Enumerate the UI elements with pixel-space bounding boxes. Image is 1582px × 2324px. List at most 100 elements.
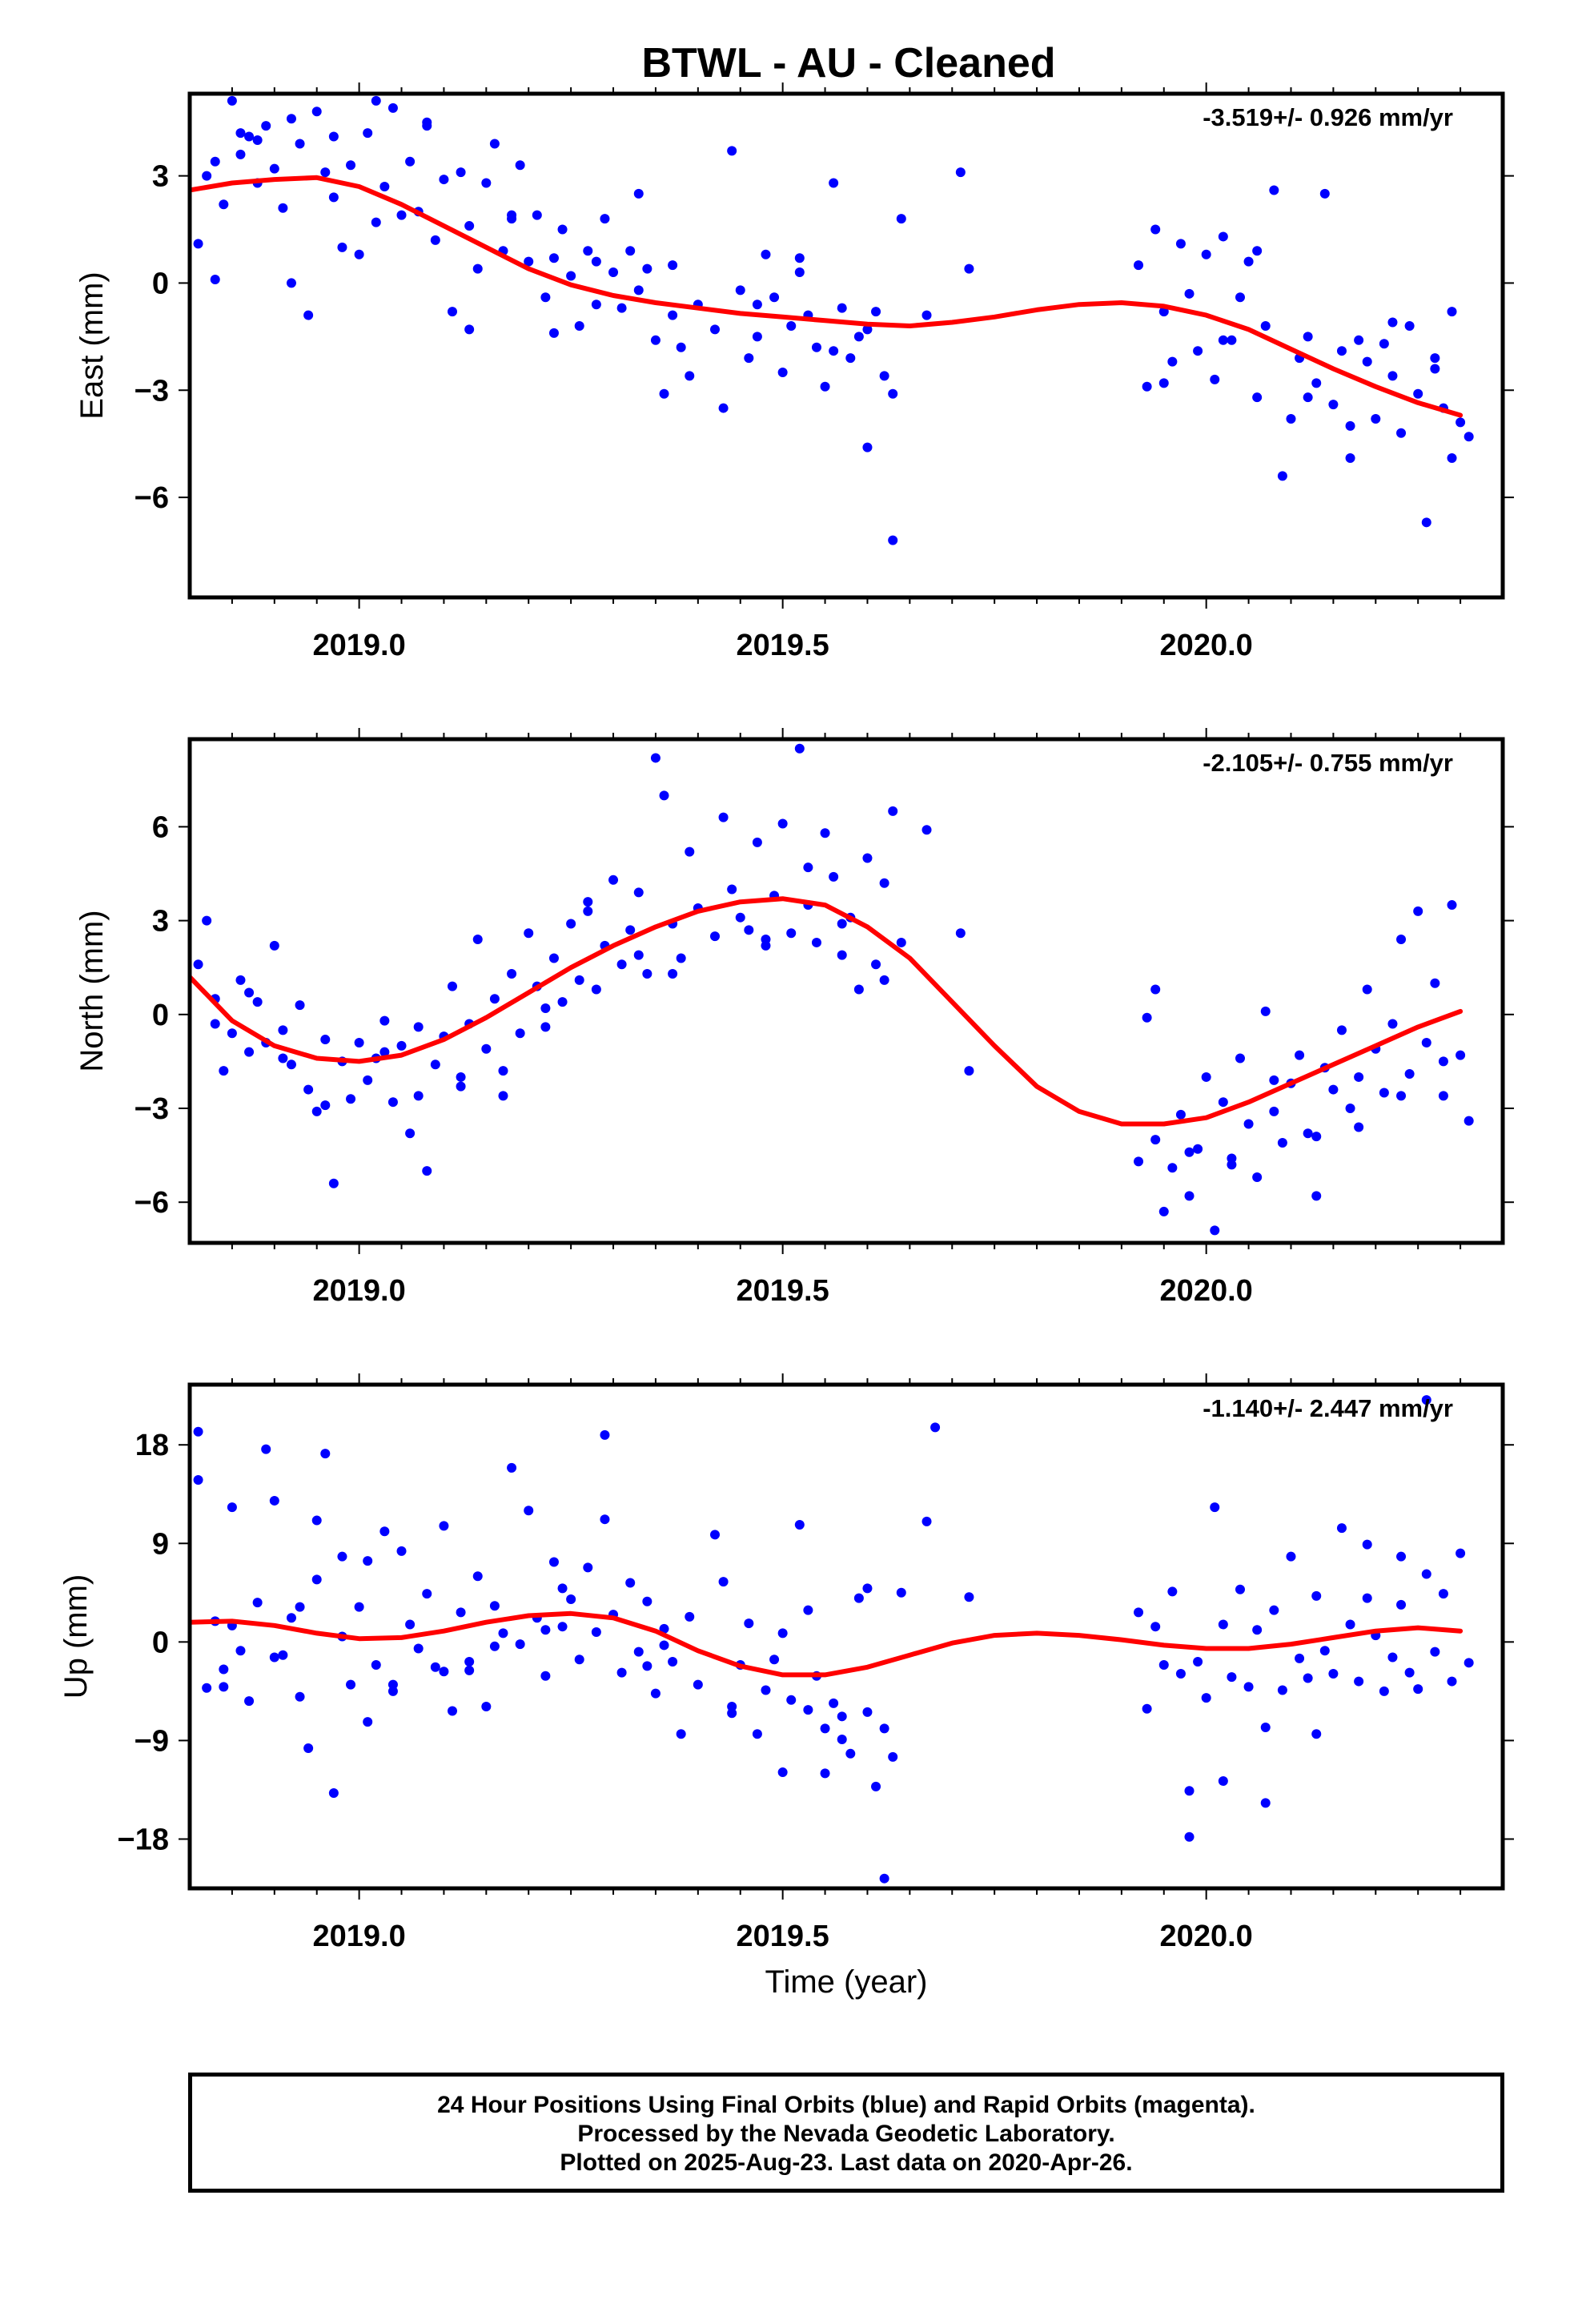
east-data-point [879,371,889,381]
up-data-point [472,1571,483,1582]
up-data-point [600,1514,610,1525]
north-data-point [1421,1037,1431,1047]
up-data-point [616,1667,627,1678]
north-data-point [269,940,279,951]
north-data-point [1354,1122,1364,1132]
up-data-point [303,1743,314,1753]
north-data-point [548,953,559,963]
up-data-point [1456,1548,1466,1558]
up-data-point [888,1751,898,1762]
east-data-point [1345,420,1355,431]
north-data-point [507,969,517,979]
east-data-point [405,156,416,167]
east-rate-label: -3.519+/- 0.926 mm/yr [1203,103,1453,131]
up-data-layer [190,1395,1474,1884]
east-data-point [193,239,203,249]
east-data-point [1193,346,1203,356]
east-data-point [853,332,864,342]
up-data-point [1379,1686,1389,1696]
north-data-point [1277,1137,1287,1148]
east-data-point [524,256,534,267]
east-data-point [1345,453,1355,464]
east-data-point [379,181,390,191]
up-data-point [930,1422,941,1433]
north-data-point [591,984,601,995]
north-data-point [1362,984,1372,995]
up-data-point [235,1646,246,1656]
up-data-point [1210,1502,1220,1513]
north-data-point [1396,1091,1407,1101]
north-data-point [278,1025,288,1035]
north-data-point [879,878,889,888]
east-data-point [328,131,339,142]
up-data-point [1438,1589,1448,1599]
up-data-point [1387,1652,1398,1663]
up-data-point [1286,1551,1296,1562]
east-data-point [371,217,381,227]
north-data-point [777,818,788,829]
east-data-point [1362,356,1372,367]
north-data-point [583,897,593,907]
north-data-point [1303,1128,1313,1139]
east-data-point [829,346,839,356]
up-data-point [1235,1584,1245,1594]
up-data-point [1362,1593,1372,1603]
up-data-point [1150,1622,1161,1632]
up-data-point [498,1628,508,1638]
east-data-point [600,214,610,224]
up-data-point [761,1685,771,1695]
east-data-point [794,253,805,263]
east-data-point [489,139,500,149]
east-y-tick-label: −6 [135,481,169,515]
north-data-point [710,931,720,942]
east-data-point [286,114,296,124]
north-data-point [354,1037,364,1047]
east-data-point [472,263,483,274]
up-x-tick-label: 2020.0 [1160,1920,1253,1953]
north-data-point [303,1084,314,1095]
north-y-axis-label: North (mm) [74,910,110,1072]
north-data-point [405,1128,416,1139]
east-data-point [1252,246,1263,256]
east-plot-frame [187,91,1505,600]
north-data-point [1210,1225,1220,1236]
north-data-point [1438,1091,1448,1101]
east-data-point [1430,364,1440,374]
north-data-point [1295,1050,1305,1060]
east-data-point [871,307,881,317]
north-data-point [1243,1119,1254,1129]
figure-title: BTWL - AU - Cleaned [641,40,1055,86]
north-data-point [456,1081,466,1092]
north-data-point [286,1059,296,1070]
up-data-point [1175,1668,1186,1679]
east-data-point [430,235,440,245]
north-data-point [820,828,830,838]
east-data-point [210,156,220,167]
up-data-point [456,1607,466,1618]
east-x-tick-label: 2019.0 [312,629,405,662]
east-data-point [1387,371,1398,381]
east-fit-curve [190,175,1464,418]
east-data-point [244,131,255,142]
up-data-point [803,1705,813,1715]
east-data-point [396,210,407,220]
up-data-point [668,1656,678,1667]
up-data-point [879,1873,889,1884]
up-data-point [311,1515,322,1526]
east-panel: 2019.0 2019.5 2020.0 3 0 −3 −6 East (mm) -3.519+… [74,82,1514,662]
up-data-point [879,1723,889,1734]
up-data-point [829,1698,839,1708]
east-data-point [1150,224,1161,235]
up-data-point [439,1521,449,1531]
up-rate-label: -1.140+/- 2.447 mm/yr [1203,1394,1453,1422]
up-data-point [219,1682,229,1692]
up-data-point [489,1641,500,1651]
up-data-point [346,1679,356,1690]
north-data-point [1269,1106,1279,1116]
north-data-point [1142,1012,1152,1023]
north-y-tick-label: 3 [152,905,169,939]
north-data-point [1447,900,1457,911]
east-data-point [676,342,686,352]
east-data-point [591,300,601,310]
